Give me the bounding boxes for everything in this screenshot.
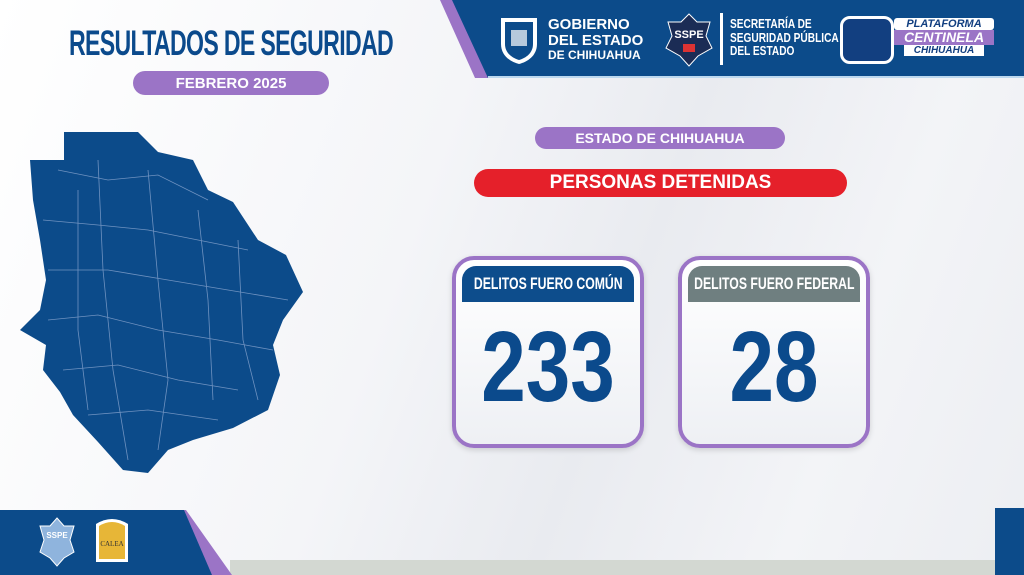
logo-line: CHIHUAHUA [904, 45, 984, 57]
region-badge: ESTADO DE CHIHUAHUA [535, 127, 785, 149]
footer-strip [230, 560, 996, 575]
calea-text: CALEA [100, 540, 123, 548]
logo-line: DE CHIHUAHUA [548, 47, 641, 62]
period-badge: FEBRERO 2025 [133, 71, 329, 95]
centinela-logo-text: PLATAFORMA CENTINELA CHIHUAHUA [894, 18, 994, 57]
sspe-footer-badge-icon: SSPE [39, 517, 75, 567]
card-label: DELITOS FUERO FEDERAL [688, 266, 860, 302]
card-fuero-federal: DELITOS FUERO FEDERAL 28 [678, 256, 870, 448]
logo-line: DEL ESTADO [548, 31, 644, 49]
card-value: 28 [729, 311, 819, 423]
card-label-text: DELITOS FUERO FEDERAL [693, 274, 855, 293]
state-shield-icon [501, 18, 537, 64]
card-label: DELITOS FUERO COMÚN [462, 266, 634, 302]
footer-badge-text: SSPE [46, 531, 68, 540]
card-value: 233 [481, 311, 615, 423]
card-label-text: DELITOS FUERO COMÚN [473, 274, 623, 293]
logo-line: SECRETARÍA DE [730, 16, 812, 31]
logo-line: PLATAFORMA [894, 18, 994, 31]
logo-line: DEL ESTADO [730, 43, 795, 59]
logo-line: SEGURIDAD PÚBLICA [730, 29, 839, 45]
chihuahua-map [20, 132, 303, 473]
page-title: RESULTADOS DE SEGURIDAD [68, 24, 394, 63]
card-fuero-comun: DELITOS FUERO COMÚN 233 [452, 256, 644, 448]
calea-seal-icon: CALEA [96, 519, 128, 562]
category-badge: PERSONAS DETENIDAS [474, 169, 847, 197]
footer-right-bar [995, 508, 1024, 575]
logo-line: GOBIERNO [548, 16, 630, 33]
logo-divider [720, 13, 723, 65]
centinela-shield-icon [840, 16, 894, 64]
secretaria-logo-text: SECRETARÍA DE SEGURIDAD PÚBLICA DEL ESTA… [730, 17, 839, 58]
sspe-badge-text: SSPE [674, 29, 703, 41]
logo-line: CENTINELA [894, 29, 994, 46]
sspe-badge-icon: SSPE [665, 13, 713, 67]
gobierno-logo-text: GOBIERNO DEL ESTADO DE CHIHUAHUA [548, 17, 643, 61]
